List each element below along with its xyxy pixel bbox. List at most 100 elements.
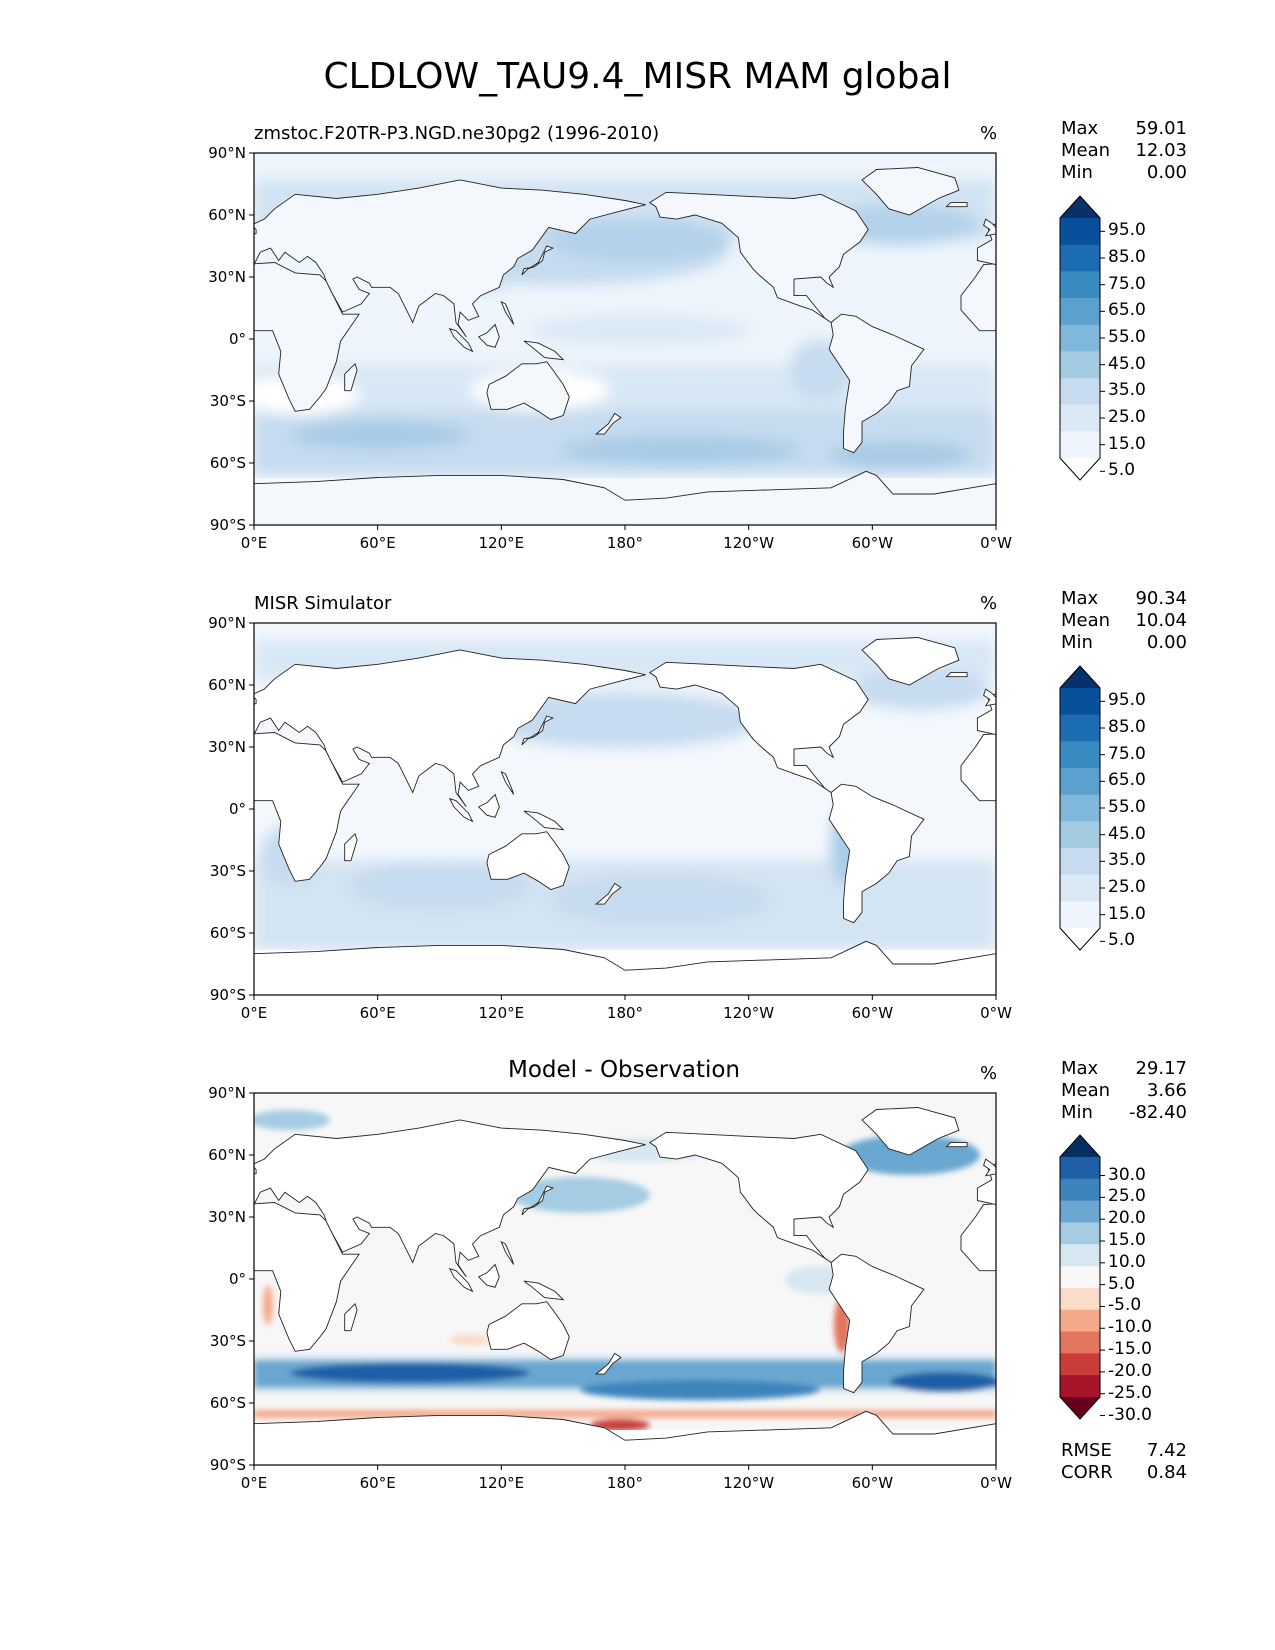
land-japan [521, 715, 555, 746]
land-uk [983, 1158, 996, 1177]
land-iceland [945, 672, 968, 678]
lat-tick-label: 60°S [209, 1394, 246, 1412]
colorbar-band [1060, 1309, 1100, 1333]
land-uk [983, 688, 996, 707]
stat-row: Max 29.17 [1061, 1058, 1187, 1080]
colorbar-tick-label: 25.0 [1108, 407, 1146, 427]
stat-row: Min -82.40 [1061, 1102, 1187, 1124]
stat-row: Max 59.01 [1061, 118, 1187, 140]
colorbar-band [1060, 741, 1100, 769]
lat-tick-label: 30°S [209, 1332, 246, 1350]
colorbar-band [1060, 1375, 1100, 1398]
colorbar-tick-label: -5.0 [1108, 1295, 1142, 1316]
stat-value: -82.40 [1128, 1102, 1187, 1123]
lat-tick-label: 60°S [209, 454, 246, 472]
colorbar-band [1060, 874, 1100, 902]
lat-tick-label: 60°N [208, 676, 246, 694]
colorbar-band [1060, 1353, 1100, 1376]
colorbar-extend-min [1060, 928, 1100, 950]
colorbar-band [1060, 324, 1100, 352]
land-philippines [500, 770, 515, 795]
land-south_america [828, 1253, 925, 1394]
lon-tick-label: 0°W [980, 534, 1012, 552]
lon-tick-label: 0°W [980, 1004, 1012, 1022]
colorbar-extend-max [1060, 666, 1100, 688]
colorbar-outline [1059, 665, 1101, 951]
stat-value: 0.00 [1146, 632, 1187, 653]
land-europe_asia [254, 1119, 646, 1278]
lon-tick-label: 120°W [723, 1004, 775, 1022]
map-diff-anomaly-field [254, 1110, 996, 1431]
colorbar-tick-label: 95.0 [1108, 220, 1146, 241]
lon-tick-label: 60°E [359, 1004, 396, 1022]
colorbar-tick-label: 65.0 [1108, 300, 1146, 321]
colorbar-band [1060, 1244, 1100, 1267]
colorbar-band [1060, 1331, 1100, 1354]
land-africa [960, 263, 996, 332]
colorbar-band [1060, 1200, 1100, 1223]
land-africa [960, 1203, 996, 1272]
colorbar-band [1060, 404, 1100, 432]
land-iceland [945, 1142, 968, 1148]
panel-title-model: zmstoc.F20TR-P3.NGD.ne30pg2 (1996-2010) [254, 123, 660, 144]
colorbar-tick-label: 35.0 [1108, 850, 1146, 871]
stat-row: Max 90.34 [1061, 588, 1187, 610]
land-madagascar [344, 832, 358, 862]
colorbar-band [1060, 714, 1100, 742]
stat-label: Mean [1061, 610, 1111, 631]
lon-tick-label: 180° [606, 1004, 644, 1022]
land-japan [521, 1185, 555, 1216]
land-africa [960, 733, 996, 802]
colorbar-tick-label: 30.0 [1108, 1164, 1146, 1185]
colorbar-tick-label: 5.0 [1108, 1273, 1136, 1294]
lat-tick-label: 30°N [208, 738, 246, 756]
colorbar-tick-label: -30.0 [1108, 1404, 1152, 1425]
stat-row: Min 0.00 [1061, 632, 1187, 654]
land-borneo [477, 1263, 500, 1288]
lon-tick-label: 60°E [359, 534, 396, 552]
land-australia [486, 1301, 570, 1361]
coastlines-panel-1 [254, 167, 996, 525]
stat-row: CORR 0.84 [1061, 1462, 1187, 1484]
colorbar-tick-label: 55.0 [1108, 327, 1146, 347]
figure-title: CLDLOW_TAU9.4_MISR MAM global [323, 56, 952, 97]
lat-tick-label: 30°S [209, 392, 246, 410]
lat-tick-label: 30°N [208, 1208, 246, 1226]
colorbar-tick-label: 55.0 [1108, 797, 1146, 817]
land-antarctica [254, 470, 996, 525]
land-north_america [648, 661, 869, 793]
colorbar-outline [1059, 1134, 1101, 1420]
lat-tick-label: 90°S [209, 1456, 246, 1474]
colorbar-outline [1059, 195, 1101, 481]
colorbar-tick-label: 85.0 [1108, 717, 1146, 737]
colorbar-tick-label: 25.0 [1108, 877, 1146, 897]
lat-tick-label: 60°N [208, 206, 246, 224]
lon-tick-label: 60°W [851, 1004, 894, 1022]
colorbar-extend-max [1060, 1135, 1100, 1157]
stat-label: Min [1061, 1102, 1093, 1123]
stat-value: 3.66 [1146, 1080, 1187, 1101]
colorbar-tick-label: -10.0 [1108, 1317, 1152, 1338]
colorbar-model [1059, 195, 1105, 481]
colorbar-tick-label: 25.0 [1108, 1186, 1146, 1207]
stat-value: 0.00 [1146, 162, 1187, 183]
stat-value: 90.34 [1135, 588, 1187, 609]
colorbar-band [1060, 351, 1100, 379]
colorbar-tick-label: 10.0 [1108, 1251, 1146, 1272]
land-antarctica [254, 940, 996, 995]
colorbar-extend-max [1060, 196, 1100, 218]
land-philippines [500, 300, 515, 325]
colorbar-band [1060, 794, 1100, 822]
land-new_guinea [523, 810, 565, 831]
lon-tick-label: 60°E [359, 1474, 396, 1492]
colorbar-band [1060, 244, 1100, 272]
lon-tick-label: 60°W [851, 1474, 894, 1492]
map-diff [254, 1093, 996, 1465]
colorbar-tick-label: -25.0 [1108, 1382, 1152, 1403]
stat-row: Min 0.00 [1061, 162, 1187, 184]
colorbar-band [1060, 688, 1100, 716]
land-borneo [477, 793, 500, 818]
lon-tick-label: 0°E [240, 1474, 268, 1492]
panel-title-obs: MISR Simulator [254, 593, 392, 614]
